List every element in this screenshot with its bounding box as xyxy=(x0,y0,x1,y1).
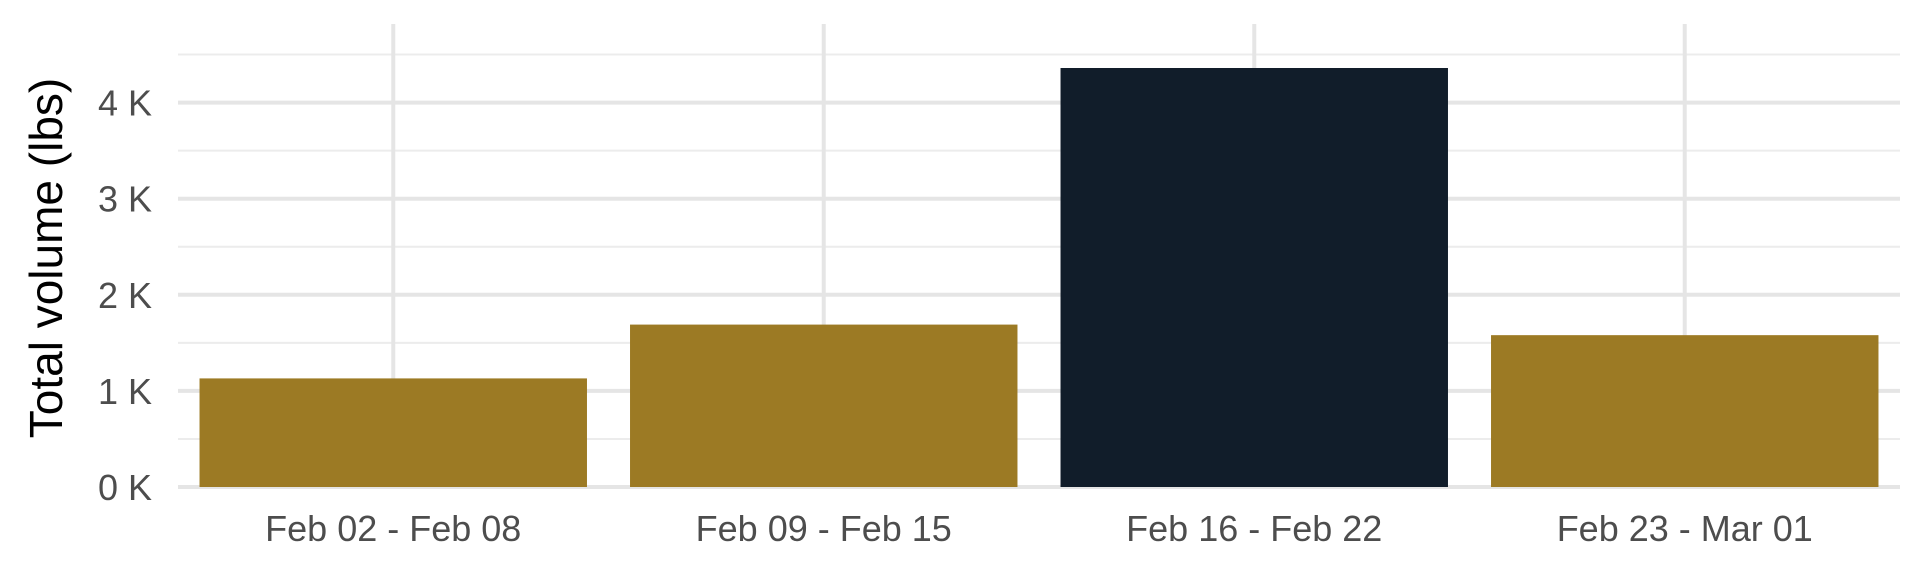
bars xyxy=(199,68,1879,487)
y-tick-label: 3 K xyxy=(98,179,152,220)
bar-3 xyxy=(1060,68,1448,487)
bar-4 xyxy=(1491,335,1879,487)
x-tick-label: Feb 09 - Feb 15 xyxy=(696,508,952,549)
y-tick-label: 0 K xyxy=(98,467,152,508)
y-tick-label: 1 K xyxy=(98,371,152,412)
y-axis-title: Total volume (lbs) xyxy=(20,78,72,438)
x-tick-label: Feb 02 - Feb 08 xyxy=(265,508,521,549)
y-axis-ticks: 0 K 1 K 2 K 3 K 4 K xyxy=(98,83,152,508)
x-tick-label: Feb 16 - Feb 22 xyxy=(1126,508,1382,549)
y-tick-label: 2 K xyxy=(98,275,152,316)
x-axis-ticks: Feb 02 - Feb 08 Feb 09 - Feb 15 Feb 16 - F… xyxy=(265,508,1813,549)
bar-2 xyxy=(630,324,1018,487)
bar-1 xyxy=(199,378,587,487)
y-tick-label: 4 K xyxy=(98,83,152,124)
x-tick-label: Feb 23 - Mar 01 xyxy=(1557,508,1813,549)
